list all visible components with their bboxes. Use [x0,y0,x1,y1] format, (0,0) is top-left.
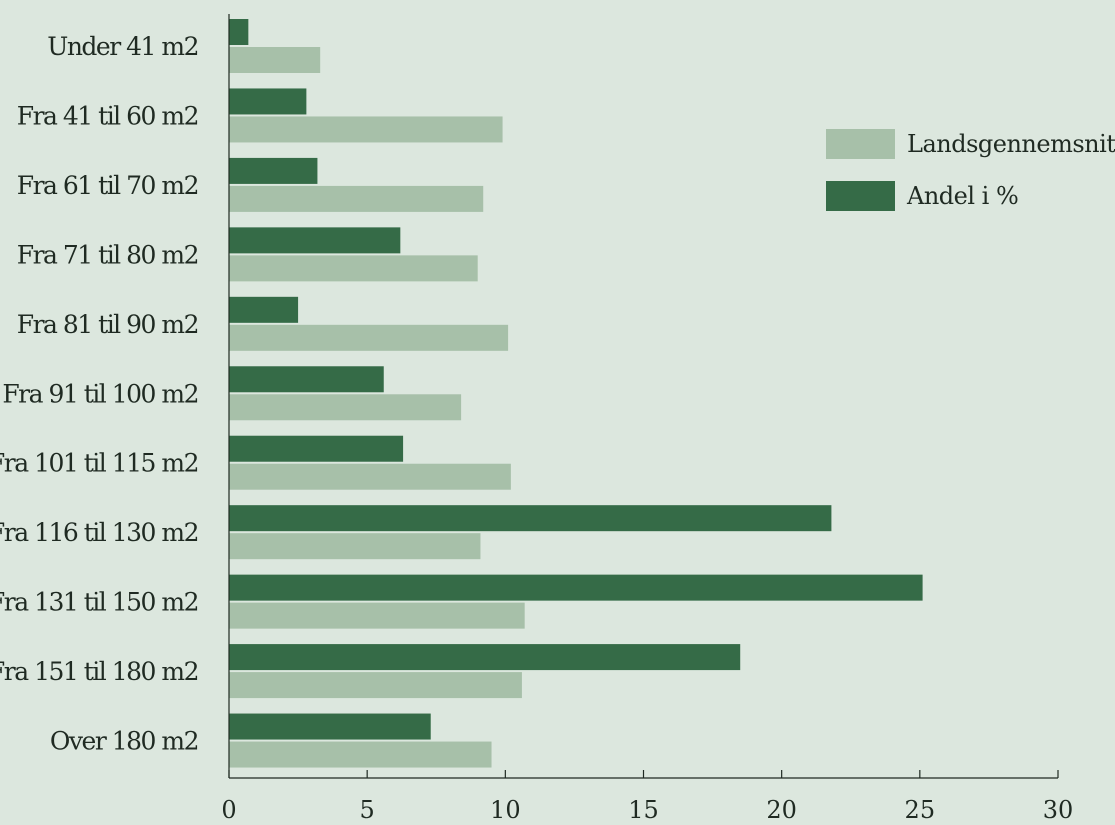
bar-andel-7 [229,505,831,531]
x-tick-label: 15 [628,796,659,824]
bar-andel-1 [229,88,306,114]
category-label: Fra 61 til 70 m2 [17,171,198,200]
bar-landsgennemsnit-1 [229,116,503,142]
legend-swatch-1 [826,181,895,211]
bar-andel-10 [229,714,431,740]
category-label: Fra 81 til 90 m2 [17,310,198,339]
bar-landsgennemsnit-6 [229,464,511,490]
bar-landsgennemsnit-5 [229,394,461,420]
bar-andel-4 [229,297,298,323]
bar-landsgennemsnit-7 [229,533,480,559]
category-label: Fra 101 til 115 m2 [0,449,198,478]
bar-landsgennemsnit-10 [229,742,492,768]
bar-andel-6 [229,436,403,462]
bar-landsgennemsnit-4 [229,325,508,351]
legend-label-1: Andel i % [906,182,1018,210]
bar-andel-3 [229,227,400,253]
bar-landsgennemsnit-9 [229,672,522,698]
category-label: Under 41 m2 [47,32,198,61]
bar-andel-5 [229,366,384,392]
category-label: Fra 91 til 100 m2 [2,379,198,408]
category-label: Fra 41 til 60 m2 [17,101,198,130]
x-tick-label: 25 [905,796,936,824]
x-tick-label: 0 [221,796,236,824]
legend-swatch-0 [826,129,895,159]
category-label: Fra 116 til 130 m2 [0,518,198,547]
x-tick-label: 30 [1043,796,1074,824]
x-tick-label: 10 [490,796,521,824]
category-label: Over 180 m2 [50,727,198,756]
bar-andel-0 [229,19,248,45]
bar-landsgennemsnit-8 [229,603,525,629]
bar-andel-9 [229,644,740,670]
category-label: Fra 71 til 80 m2 [17,240,198,269]
legend-label-0: Landsgennemsnit [907,130,1115,158]
bar-landsgennemsnit-2 [229,186,483,212]
bar-andel-2 [229,158,317,184]
bar-andel-8 [229,575,923,601]
x-tick-label: 20 [766,796,797,824]
category-label: Fra 151 til 180 m2 [0,657,198,686]
bar-landsgennemsnit-3 [229,255,478,281]
x-tick-label: 5 [360,796,375,824]
bar-landsgennemsnit-0 [229,47,320,73]
category-label: Fra 131 til 150 m2 [0,588,198,617]
